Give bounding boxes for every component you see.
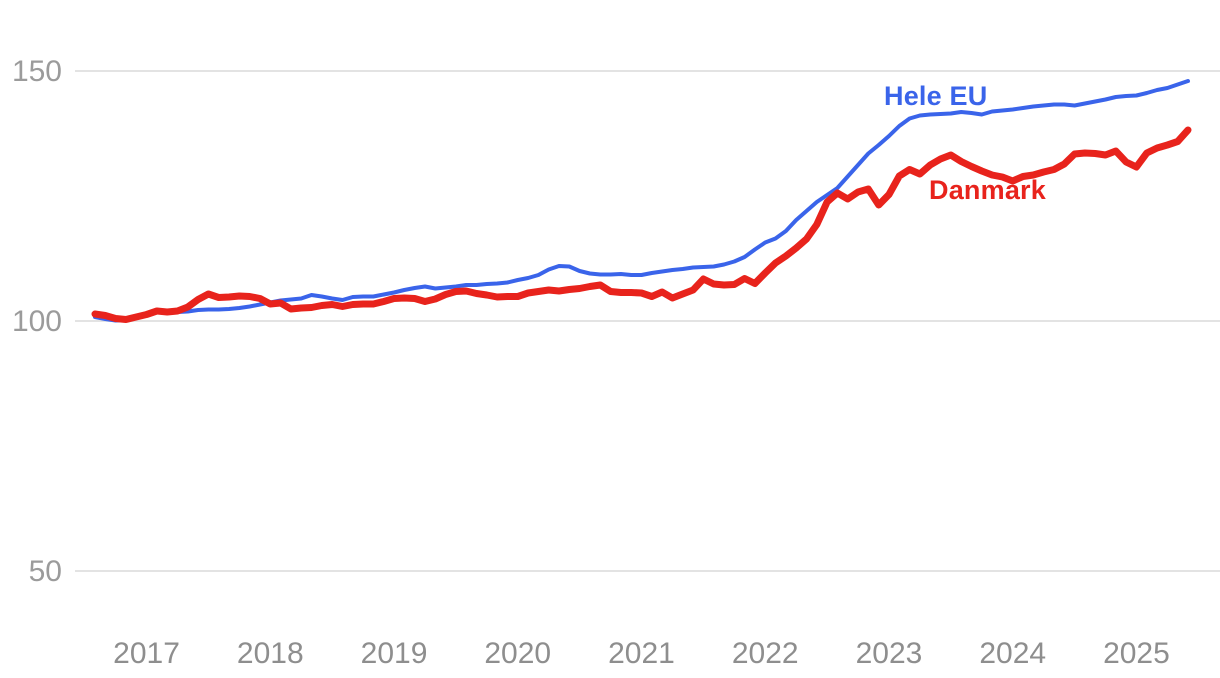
x-tick-label: 2024: [979, 637, 1046, 670]
x-tick-label: 2022: [732, 637, 799, 670]
x-tick-label: 2017: [113, 637, 180, 670]
x-tick-label: 2021: [608, 637, 675, 670]
x-tick-label: 2020: [484, 637, 551, 670]
x-tick-label: 2025: [1103, 637, 1170, 670]
x-tick-label: 2018: [237, 637, 304, 670]
y-tick-label: 100: [12, 305, 62, 338]
x-tick-label: 2019: [361, 637, 428, 670]
y-tick-label: 50: [29, 555, 62, 588]
x-tick-label: 2023: [856, 637, 923, 670]
series-label-danmark: Danmark: [929, 175, 1046, 205]
series-label-hele-eu: Hele EU: [884, 81, 988, 111]
danmark-line: [91, 126, 1192, 323]
y-tick-label: 150: [12, 55, 62, 88]
